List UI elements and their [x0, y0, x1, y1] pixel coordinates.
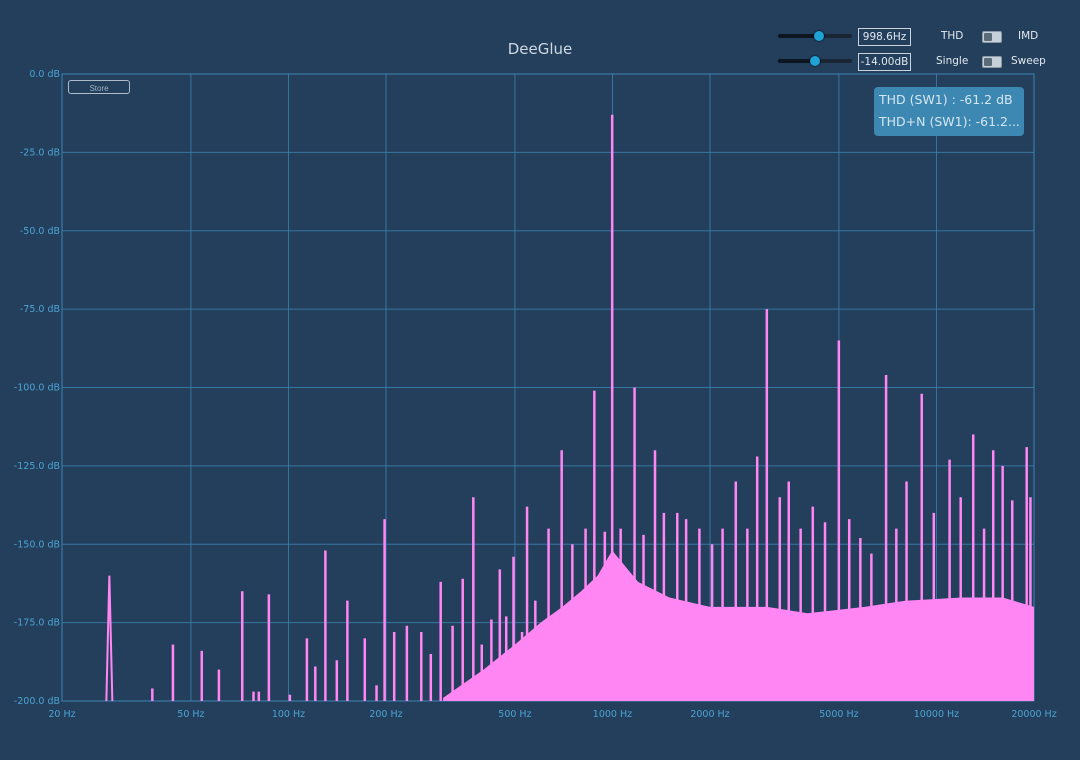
app-title: DeeGlue	[507, 40, 573, 58]
amplitude-value-field[interactable]: -14.00dB	[858, 53, 911, 71]
frequency-slider-knob[interactable]	[813, 31, 824, 41]
frequency-slider-track-fill	[778, 34, 819, 38]
spectrum-peak	[105, 575, 114, 702]
thd-n-readout: THD+N (SW1): -61.2...	[879, 114, 1020, 129]
y-tick-label: -125.0 dB	[14, 461, 60, 472]
noise-floor	[443, 550, 1034, 701]
y-tick-label: 0.0 dB	[29, 69, 60, 80]
thd-readout-panel: THD (SW1) : -61.2 dB THD+N (SW1): -61.2.…	[874, 87, 1024, 136]
spectrum-peaks	[105, 114, 1032, 702]
x-tick-label: 1000 Hz	[593, 709, 632, 720]
toggle-knob	[984, 33, 992, 41]
y-tick-label: -75.0 dB	[20, 304, 60, 315]
x-axis-labels: 20 Hz 50 Hz 100 Hz 200 Hz 500 Hz 1000 Hz 2000 …	[48, 709, 1056, 720]
amplitude-slider-track-fill	[778, 59, 815, 63]
store-button[interactable]: Store	[68, 80, 130, 94]
x-tick-label: 50 Hz	[177, 709, 204, 720]
x-tick-label: 500 Hz	[498, 709, 531, 720]
x-tick-label: 10000 Hz	[914, 709, 959, 720]
sweep-mode-label: Sweep	[1011, 55, 1046, 67]
single-mode-label: Single	[936, 55, 969, 67]
y-tick-label: -200.0 dB	[14, 696, 60, 707]
toggle-knob	[984, 58, 992, 66]
thd-mode-label: THD	[941, 30, 964, 42]
y-tick-label: -25.0 dB	[20, 147, 60, 158]
thd-imd-toggle[interactable]	[982, 31, 1002, 43]
noise-floor-area	[443, 550, 1034, 701]
x-tick-label: 20000 Hz	[1011, 709, 1056, 720]
y-tick-label: -50.0 dB	[20, 226, 60, 237]
x-tick-label: 20 Hz	[48, 709, 75, 720]
x-tick-label: 200 Hz	[369, 709, 402, 720]
y-tick-label: -100.0 dB	[14, 383, 60, 394]
y-tick-label: -150.0 dB	[14, 539, 60, 550]
thd-readout: THD (SW1) : -61.2 dB	[879, 92, 1013, 107]
amplitude-slider-knob[interactable]	[810, 56, 820, 66]
x-tick-label: 100 Hz	[272, 709, 305, 720]
frequency-slider[interactable]	[778, 31, 852, 41]
amplitude-slider[interactable]	[778, 56, 852, 66]
x-tick-label: 5000 Hz	[819, 709, 858, 720]
x-tick-label: 2000 Hz	[690, 709, 729, 720]
frequency-value-field[interactable]: 998.6Hz	[858, 28, 911, 46]
y-tick-label: -175.0 dB	[14, 618, 60, 629]
imd-mode-label: IMD	[1018, 30, 1039, 42]
y-axis-labels: 0.0 dB -25.0 dB -50.0 dB -75.0 dB -100.0 dB -…	[14, 69, 60, 707]
single-sweep-toggle[interactable]	[982, 56, 1002, 68]
